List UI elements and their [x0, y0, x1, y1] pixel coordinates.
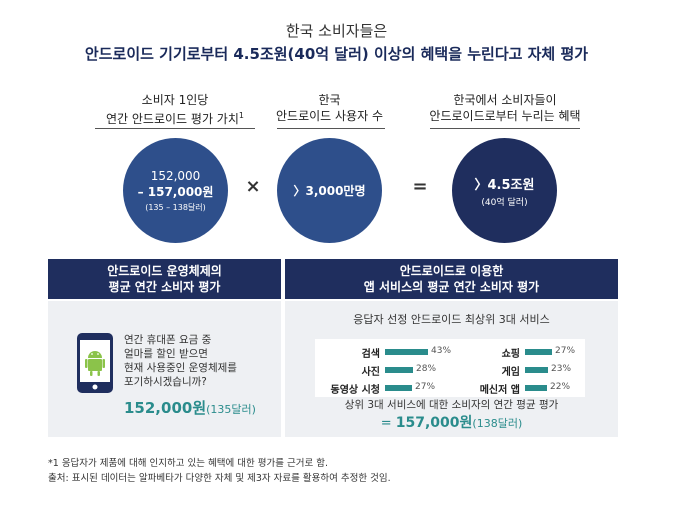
c3-line2: (40억 달러)	[481, 197, 528, 208]
right-header-line2: 앱 서비스의 평균 연간 소비자 평가	[363, 280, 540, 294]
bar	[385, 367, 413, 373]
col1-header: 소비자 1인당 연간 안드로이드 평가 가치1	[95, 92, 255, 127]
bar-category-label: 게임	[501, 367, 520, 378]
col2-underline	[277, 128, 385, 129]
col3-header: 한국에서 소비자들이 안드로이드로부터 누리는 혜택	[420, 92, 590, 124]
question-line-1: 연간 휴대폰 요금 중	[124, 334, 212, 346]
infographic-title: 안드로이드 기기로부터 4.5조원(40억 달러) 이상의 혜택을 누린다고 자…	[84, 45, 589, 63]
os-value-sub: (135달러)	[206, 403, 256, 416]
col2-line1: 한국	[318, 93, 341, 107]
left-panel: 연간 휴대폰 요금 중 얼마를 할인 받으면 현재 사용중인 운영체제를 포기하…	[48, 301, 281, 437]
value-per-user-circle: 152,000 – 157,000원 (135 – 138달러)	[123, 138, 228, 243]
source-note: 출처: 표시된 데이터는 알파베타가 다양한 자체 및 제3자 자료를 활용하여…	[48, 473, 391, 484]
bar-category-label: 검색	[361, 349, 380, 360]
c2-line1: 〉3,000만명	[293, 184, 366, 198]
survey-question: 연간 휴대폰 요금 중 얼마를 할인 받으면 현재 사용중인 운영체제를 포기하…	[124, 333, 274, 389]
bar-value-label: 27%	[555, 346, 576, 356]
left-header-line1: 안드로이드 운영체제의	[107, 264, 222, 278]
multiply-sign: ×	[245, 176, 261, 197]
col2-line2: 안드로이드 사용자 수	[276, 109, 383, 123]
col1-underline	[95, 128, 255, 129]
col3-underline	[430, 128, 580, 129]
summary-value-sub: (138달러)	[472, 417, 523, 430]
col1-line2: 연간 안드로이드 평가 가치	[106, 112, 239, 126]
summary-value-main: 157,000원	[395, 415, 473, 431]
c1-line2: – 157,000원	[137, 184, 214, 199]
summary-prefix: =	[380, 416, 396, 431]
left-panel-header: 안드로이드 운영체제의 평균 연간 소비자 평가	[48, 259, 281, 299]
col3-line1: 한국에서 소비자들이	[453, 93, 557, 107]
bar-value-label: 22%	[550, 382, 571, 392]
os-value: 152,000원(135달러)	[124, 397, 279, 418]
bar-value-label: 28%	[416, 364, 437, 374]
bar-category-label: 동영상 시청	[330, 385, 380, 396]
android-phone-icon	[77, 333, 113, 393]
bar	[525, 385, 547, 391]
c1-line1: 152,000	[150, 168, 201, 183]
chart-title: 응답자 선정 안드로이드 최상위 3대 서비스	[353, 313, 550, 326]
bar-category-label: 사진	[361, 367, 380, 378]
footnote-mark: 1	[238, 111, 244, 120]
os-value-main: 152,000원	[124, 399, 207, 417]
bar-value-label: 43%	[431, 346, 452, 356]
bar	[525, 367, 548, 373]
bar	[385, 385, 412, 391]
bar	[385, 349, 428, 355]
user-count-circle: 〉3,000만명	[277, 138, 382, 243]
question-line-4: 포기하시겠습니까?	[124, 376, 207, 388]
col2-header: 한국 안드로이드 사용자 수	[262, 92, 397, 124]
right-header-line1: 안드로이드로 이용한	[399, 264, 504, 278]
bar-category-label: 메신저 앱	[479, 385, 520, 396]
summary-label: 상위 3대 서비스에 대한 소비자의 연간 평균 평가	[344, 399, 559, 411]
right-panel: 응답자 선정 안드로이드 최상위 3대 서비스 검색 43% 사진 28% 동영상 시청…	[285, 301, 618, 437]
bar-category-label: 쇼핑	[501, 349, 520, 360]
bar	[525, 349, 552, 355]
col1-line2-wrap: 연간 안드로이드 평가 가치1	[95, 108, 255, 127]
c3-line1: 〉4.5조원	[474, 177, 535, 193]
col3-line2: 안드로이드로부터 누리는 혜택	[429, 109, 581, 123]
equals-sign: =	[412, 176, 428, 197]
right-panel-header: 안드로이드로 이용한 앱 서비스의 평균 연간 소비자 평가	[285, 259, 618, 299]
bar-value-label: 23%	[551, 364, 572, 374]
infographic-subtitle: 한국 소비자들은	[285, 22, 388, 40]
chart-box: 검색 43% 사진 28% 동영상 시청 27% 쇼핑 27% 게임 23% 메신저 앱 22%	[315, 339, 585, 397]
left-header-line2: 평균 연간 소비자 평가	[108, 280, 221, 294]
summary-value: = 157,000원(138달러)	[285, 412, 618, 432]
footnote-1: *1 응답자가 제품에 대해 인지하고 있는 혜택에 대한 평가를 근거로 함.	[48, 458, 328, 469]
col1-line1: 소비자 1인당	[141, 93, 209, 107]
bar-value-label: 27%	[415, 382, 436, 392]
total-benefit-circle: 〉4.5조원 (40억 달러)	[452, 138, 557, 243]
question-line-3: 현재 사용중인 운영체제를	[124, 362, 237, 374]
c1-line3: (135 – 138달러)	[145, 202, 206, 212]
question-line-2: 얼마를 할인 받으면	[124, 348, 208, 360]
